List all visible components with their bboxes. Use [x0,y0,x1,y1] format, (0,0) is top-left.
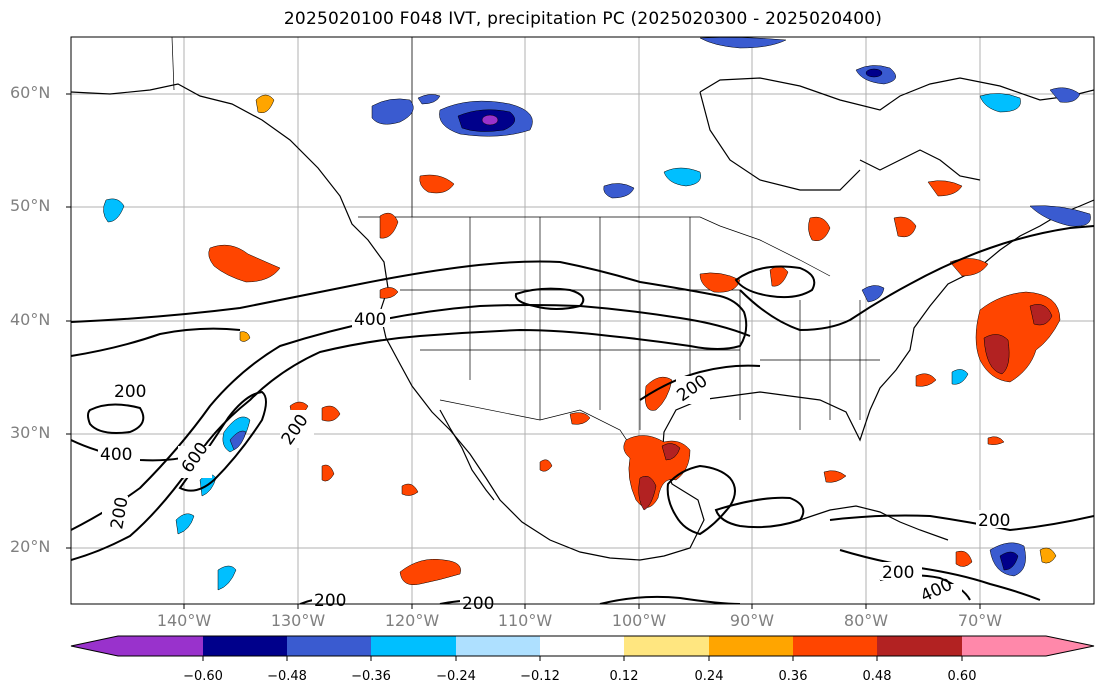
lat-label: 60°N [10,83,51,102]
lon-label: 80°W [843,611,889,630]
colorbar-extend-high [1046,636,1094,656]
contour-label: 400 [354,310,386,330]
lon-label: 130°W [270,611,326,630]
contour-label: 400 [100,445,132,465]
colorbar-extend-low [71,636,118,656]
colorbar-tick-label: −0.60 [183,669,223,684]
lon-label: 120°W [384,611,440,630]
lon-label: 140°W [156,611,212,630]
tick-marks [66,93,981,609]
map-title: 2025020100 F048 IVT, precipitation PC (2… [283,9,883,29]
lat-label: 20°N [10,537,51,556]
colorbar-tick-label: −0.48 [267,669,307,684]
colorbar-tick-label: 0.36 [778,669,808,684]
contour-label: 200 [882,563,914,583]
contour-label: 200 [462,594,494,614]
colorbar-tick-label: 0.60 [947,669,977,684]
colorbar-tick-label: −0.12 [520,669,560,684]
lon-label: 110°W [497,611,553,630]
coastlines [71,77,1094,561]
lon-label: 100°W [611,611,667,630]
colorbar-tick-label: −0.36 [351,669,391,684]
colorbar [70,635,1095,661]
lat-label: 30°N [10,423,51,442]
lat-label: 50°N [10,196,51,215]
colorbar-tick-label: 0.48 [862,669,892,684]
colorbar-tick-label: 0.12 [609,669,639,684]
gridlines [71,37,1094,604]
contour-label: 200 [978,511,1010,531]
colorbar-tick-label: 0.24 [694,669,724,684]
precip-anomaly-shading [103,37,1091,591]
lat-label: 40°N [10,310,51,329]
contour-label-backgrounds [98,309,1018,604]
lon-label: 90°W [729,611,775,630]
contour-label: 200 [114,382,146,402]
contour-label: 200 [314,591,346,611]
colorbar-tick-label: −0.24 [436,669,476,684]
lon-label: 70°W [957,611,1003,630]
